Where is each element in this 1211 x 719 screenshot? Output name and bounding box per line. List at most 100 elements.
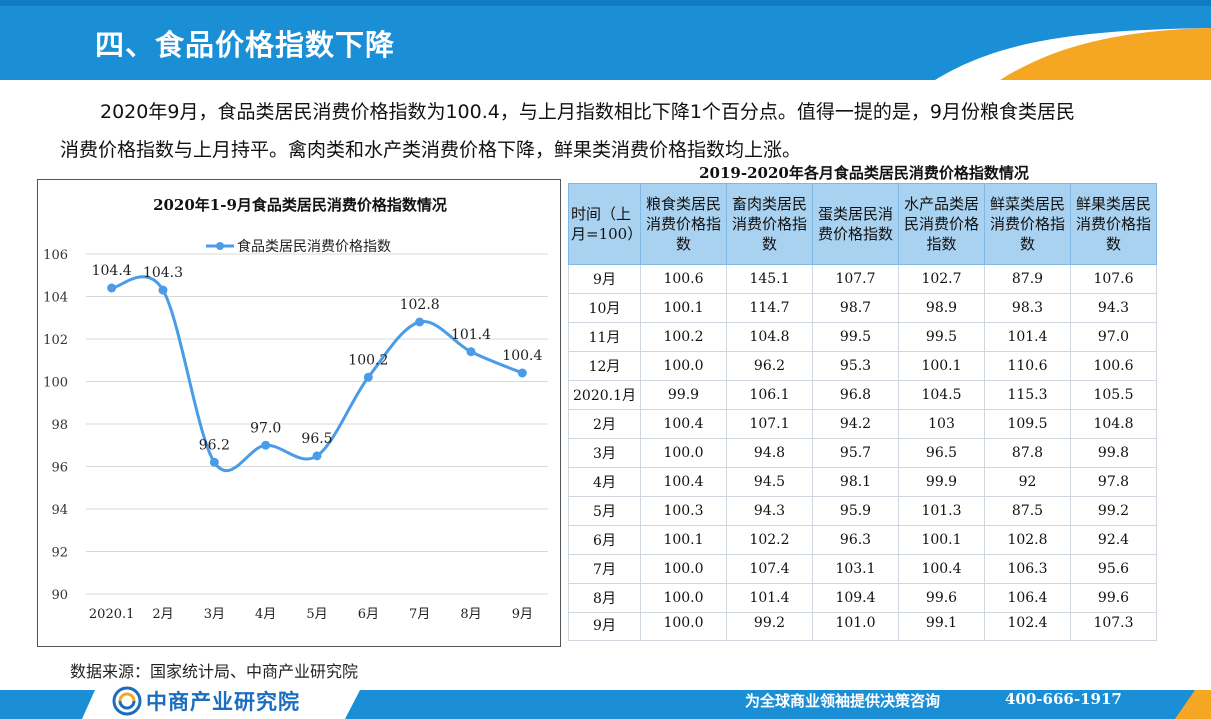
table-row: 11月 100.2 104.8 99.5 99.5 101.4 97.0	[568, 322, 1157, 352]
table-cell-value: 100.4	[640, 467, 727, 497]
table-cell-value: 101.4	[726, 583, 813, 613]
table-cell-value: 102.2	[726, 525, 813, 555]
table-cell-value: 100.0	[640, 438, 727, 468]
table-cell-value: 100.3	[640, 496, 727, 526]
table-row: 10月 100.1 114.7 98.7 98.9 98.3 94.3	[568, 293, 1157, 323]
y-tick-label: 96	[51, 461, 68, 476]
data-label: 97.0	[250, 420, 281, 436]
table-cell-value: 96.5	[898, 438, 985, 468]
table-cell-period: 4月	[568, 467, 641, 497]
table-cell-value: 107.7	[812, 264, 899, 294]
table-cell-value: 145.1	[726, 264, 813, 294]
table-cell-value: 94.3	[1070, 293, 1157, 323]
footer-phone: 400-666-1917	[1005, 690, 1122, 708]
data-label: 96.2	[199, 437, 230, 453]
table-row: 7月 100.0 107.4 103.1 100.4 106.3 95.6	[568, 554, 1157, 584]
table-cell-period: 2月	[568, 409, 641, 439]
data-label: 102.8	[400, 297, 440, 313]
chart-grid	[86, 253, 548, 595]
table-cell-value: 101.0	[812, 612, 899, 641]
data-point	[466, 347, 476, 357]
x-axis-ticks: 2020.1 2月 3月 4月 5月 6月 7月 8月 9月	[89, 607, 533, 622]
x-tick-label: 2020.1	[89, 607, 134, 622]
data-labels: 104.4 104.3 96.2 97.0 96.5 100.2 102.8 101.4 100…	[92, 263, 543, 453]
table-cell-value: 98.1	[812, 467, 899, 497]
table-row: 6月 100.1 102.2 96.3 100.1 102.8 92.4	[568, 525, 1157, 555]
table-cell-value: 94.3	[726, 496, 813, 526]
legend-dot-marker	[216, 242, 224, 250]
table-cell-value: 96.8	[812, 380, 899, 410]
table-row: 8月 100.0 101.4 109.4 99.6 106.4 99.6	[568, 583, 1157, 613]
table-cell-value: 100.4	[898, 554, 985, 584]
table-cell-value: 97.8	[1070, 467, 1157, 497]
data-point	[158, 285, 168, 295]
data-point	[209, 457, 219, 467]
table-cell-value: 99.6	[1070, 583, 1157, 613]
y-tick-label: 102	[43, 333, 68, 348]
table-row: 2月 100.4 107.1 94.2 103 109.5 104.8	[568, 409, 1157, 439]
y-tick-label: 98	[51, 418, 68, 433]
table-cell-value: 100.4	[640, 409, 727, 439]
table-cell-value: 100.1	[640, 525, 727, 555]
footer-banner	[0, 684, 1211, 719]
table-cell-period: 12月	[568, 351, 641, 381]
data-point	[261, 440, 271, 450]
x-tick-label: 7月	[409, 607, 430, 622]
table-cell-period: 11月	[568, 322, 641, 352]
line-chart: 2020年1-9月食品类居民消费价格指数情况 食品类居民消费价格指数 90929…	[43, 196, 548, 622]
table-cell-value: 98.9	[898, 293, 985, 323]
table-cell-value: 100.0	[640, 351, 727, 381]
table-cell-value: 110.6	[984, 351, 1071, 381]
table-cell-value: 99.1	[898, 612, 985, 641]
table-header-row: 时间（上月=100） 粮食类居民消费价格指数 畜肉类居民消费价格指数 蛋类居民消…	[568, 183, 1157, 265]
table-cell-value: 97.0	[1070, 322, 1157, 352]
table-cell-value: 104.8	[726, 322, 813, 352]
table-cell-value: 99.5	[898, 322, 985, 352]
table-cell-period: 6月	[568, 525, 641, 555]
table-cell-value: 109.5	[984, 409, 1071, 439]
header-vegetables: 鲜菜类居民消费价格指数	[984, 183, 1071, 265]
table-cell-value: 104.8	[1070, 409, 1157, 439]
table-row: 2020.1月 99.9 106.1 96.8 104.5 115.3 105.5	[568, 380, 1157, 410]
data-point	[415, 317, 425, 327]
table-cell-value: 115.3	[984, 380, 1071, 410]
cpi-table: 时间（上月=100） 粮食类居民消费价格指数 畜肉类居民消费价格指数 蛋类居民消…	[568, 183, 1157, 641]
series-line	[111, 275, 523, 473]
table-cell-value: 104.5	[898, 380, 985, 410]
table-cell-value: 87.9	[984, 264, 1071, 294]
table-cell-value: 105.5	[1070, 380, 1157, 410]
footer-slogan: 为全球商业领袖提供决策咨询	[745, 692, 941, 710]
data-point	[107, 283, 117, 293]
table-cell-value: 95.6	[1070, 554, 1157, 584]
x-tick-label: 2月	[152, 607, 173, 622]
data-source: 数据来源：国家统计局、中商产业研究院	[70, 662, 359, 681]
table-cell-value: 92.4	[1070, 525, 1157, 555]
table-cell-value: 98.3	[984, 293, 1071, 323]
data-label: 104.3	[143, 265, 183, 281]
header-livestock: 畜肉类居民消费价格指数	[726, 183, 813, 265]
table-cell-value: 106.4	[984, 583, 1071, 613]
table-cell-value: 94.8	[726, 438, 813, 468]
header-aquatic: 水产品类居民消费价格指数	[898, 183, 985, 265]
table-cell-value: 100.0	[640, 554, 727, 584]
table-cell-value: 109.4	[812, 583, 899, 613]
page-title: 四、食品价格指数下降	[95, 28, 396, 62]
header-eggs: 蛋类居民消费价格指数	[812, 183, 899, 265]
table-cell-value: 95.3	[812, 351, 899, 381]
table-cell-value: 95.7	[812, 438, 899, 468]
table-body: 9月 100.6 145.1 107.7 102.7 87.9 107.6 10月 100.1 1…	[568, 264, 1157, 641]
table-cell-value: 107.4	[726, 554, 813, 584]
x-tick-label: 4月	[255, 607, 276, 622]
company-logo: 中商产业研究院	[112, 686, 300, 716]
table-row: 4月 100.4 94.5 98.1 99.9 92 97.8	[568, 467, 1157, 497]
y-tick-label: 100	[43, 376, 68, 391]
summary-paragraph: 2020年9月，食品类居民消费价格指数为100.4，与上月指数相比下降1个百分点…	[60, 93, 1180, 169]
table-cell-value: 100.1	[898, 351, 985, 381]
x-tick-label: 6月	[358, 607, 379, 622]
table-cell-value: 99.2	[1070, 496, 1157, 526]
x-tick-label: 9月	[512, 607, 533, 622]
table-cell-value: 94.5	[726, 467, 813, 497]
data-label: 101.4	[451, 327, 491, 343]
table-cell-value: 99.9	[898, 467, 985, 497]
table-row: 12月 100.0 96.2 95.3 100.1 110.6 100.6	[568, 351, 1157, 381]
